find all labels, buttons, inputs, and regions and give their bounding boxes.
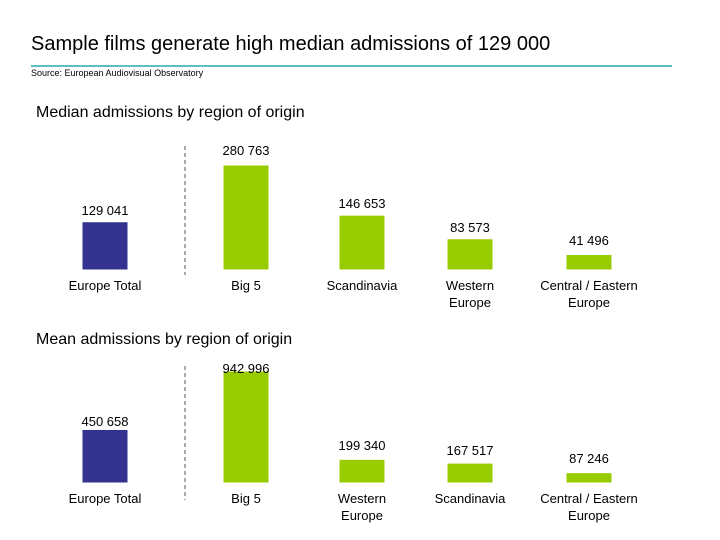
median-category-label-3-line-1: Europe — [449, 295, 491, 310]
mean-bar-1 — [222, 370, 270, 484]
mean-value-label-0: 450 658 — [82, 414, 129, 429]
mean-value-label-4: 87 246 — [569, 451, 609, 466]
median-value-label-1: 280 763 — [223, 143, 270, 158]
mean-value-label-3: 167 517 — [447, 443, 494, 458]
page-title: Sample films generate high median admiss… — [31, 33, 551, 55]
median-value-label-0: 129 041 — [82, 203, 129, 218]
mean-category-label-2: Western — [338, 491, 386, 506]
median-category-label-4-line-1: Europe — [568, 295, 610, 310]
title-divider — [31, 65, 672, 67]
mean-bar-0 — [81, 428, 129, 484]
mean-bar-3 — [446, 462, 494, 484]
median-value-label-4: 41 496 — [569, 233, 609, 248]
mean-category-label-0: Europe Total — [69, 491, 142, 506]
median-admissions-chart: 129 041 Europe Total 280 763 Big 5 146 653 Sc… — [69, 143, 638, 310]
mean-bar-2 — [338, 458, 386, 484]
median-bar-1 — [222, 164, 270, 271]
median-chart-title: Median admissions by region of origin — [36, 104, 305, 121]
mean-admissions-chart: 450 658 Europe Total 942 996 Big 5 199 340 We… — [69, 361, 638, 523]
median-bar-3 — [446, 238, 494, 271]
median-category-label-3: Western — [446, 278, 494, 293]
mean-category-label-3: Scandinavia — [435, 491, 507, 506]
mean-category-label-4-line-1: Europe — [568, 508, 610, 523]
median-bar-0 — [81, 221, 129, 271]
median-category-label-1: Big 5 — [231, 278, 261, 293]
median-value-label-3: 83 573 — [450, 220, 490, 235]
mean-chart-title: Mean admissions by region of origin — [36, 331, 293, 348]
median-value-label-2: 146 653 — [339, 196, 386, 211]
mean-bar-4 — [565, 472, 613, 484]
source-note: Source: European Audiovisual Observatory — [31, 68, 204, 78]
median-bar-2 — [338, 214, 386, 271]
median-category-label-4: Central / Eastern — [540, 278, 638, 293]
mean-value-label-1: 942 996 — [223, 361, 270, 376]
median-bar-4 — [565, 253, 613, 271]
mean-category-label-2-line-1: Europe — [341, 508, 383, 523]
mean-category-label-4: Central / Eastern — [540, 491, 638, 506]
mean-value-label-2: 199 340 — [339, 438, 386, 453]
median-category-label-2: Scandinavia — [327, 278, 399, 293]
mean-category-label-1: Big 5 — [231, 491, 261, 506]
median-category-label-0: Europe Total — [69, 278, 142, 293]
